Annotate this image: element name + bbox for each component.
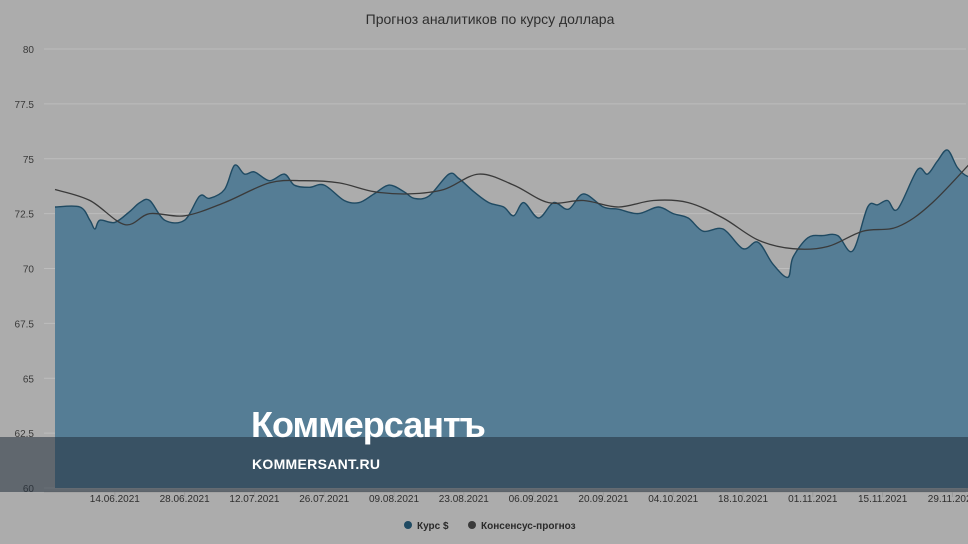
x-tick-label: 14.06.2021 (90, 494, 140, 505)
x-tick-label: 18.10.2021 (718, 494, 768, 505)
x-tick-label: 09.08.2021 (369, 494, 419, 505)
y-tick-label: 72.5 (15, 210, 35, 221)
watermark-logo: Коммерсантъ (251, 404, 486, 445)
x-axis: 14.06.2021 28.06.2021 12.07.2021 26.07.2021… (44, 491, 968, 505)
x-tick-label: 01.11.2021 (788, 494, 838, 505)
legend-label-consensus: Консенсус-прогноз (481, 521, 576, 532)
y-tick-label: 62.5 (15, 429, 35, 440)
legend-item-consensus[interactable]: Консенсус-прогноз (468, 521, 576, 532)
y-tick-label: 70 (23, 265, 35, 276)
watermark-url: KOMMERSANT.RU (252, 456, 381, 472)
x-tick-label: 20.09.2021 (578, 494, 628, 505)
x-tick-label: 04.10.2021 (648, 494, 698, 505)
legend: Курс $ Консенсус-прогноз (404, 521, 576, 532)
y-tick-label: 67.5 (15, 319, 35, 330)
y-tick-label: 65 (23, 374, 35, 385)
x-tick-label: 26.07.2021 (299, 494, 349, 505)
legend-marker-rate (404, 521, 412, 529)
legend-marker-consensus (468, 521, 476, 529)
x-tick-label: 06.09.2021 (509, 494, 559, 505)
y-tick-label: 80 (23, 45, 35, 56)
x-tick-label: 28.06.2021 (160, 494, 210, 505)
series-line-consensus (54, 164, 968, 250)
series-line-rate (54, 149, 968, 279)
series-area-rate-fill (55, 149, 968, 488)
series-area (54, 149, 968, 488)
x-tick-label: 23.08.2021 (439, 494, 489, 505)
x-tick-label: 29.11.2021 (928, 494, 968, 505)
x-tick-label: 12.07.2021 (229, 494, 279, 505)
x-tick-label: 15.11.2021 (858, 494, 908, 505)
y-tick-label: 75 (23, 155, 35, 166)
watermark-band (0, 437, 968, 492)
legend-label-rate: Курс $ (417, 521, 449, 532)
y-tick-label: 77.5 (15, 100, 35, 111)
chart-title: Прогноз аналитиков по курсу доллара (366, 11, 615, 27)
legend-item-rate[interactable]: Курс $ (404, 521, 449, 532)
